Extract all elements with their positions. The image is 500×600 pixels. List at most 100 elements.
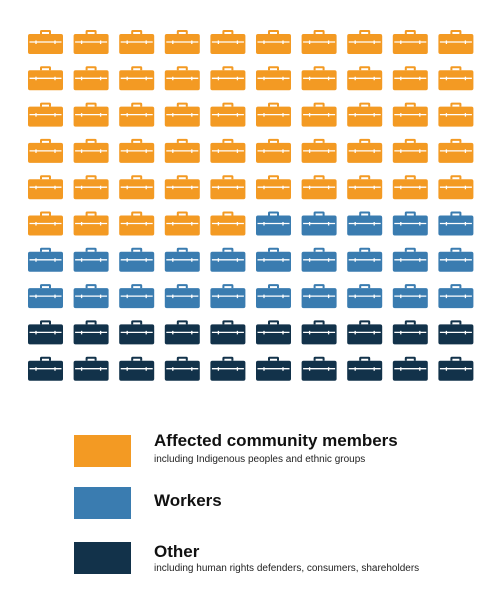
briefcase-icon-affected-community-members	[438, 66, 474, 91]
briefcase-icon-affected-community-members	[347, 138, 383, 163]
briefcase-icon-workers	[392, 211, 428, 236]
legend-label-workers: Workers	[154, 491, 222, 510]
briefcase-icon-workers	[256, 247, 291, 272]
briefcase-icon-affected-community-members	[301, 138, 337, 163]
briefcase-icon-workers	[28, 284, 63, 309]
briefcase-icon-other	[438, 356, 474, 381]
briefcase-icon-affected-community-members	[73, 138, 109, 163]
briefcase-icon-other	[28, 320, 63, 345]
briefcase-icon-other	[28, 356, 63, 381]
briefcase-icon-affected-community-members	[210, 211, 246, 236]
briefcase-icon-affected-community-members	[301, 102, 337, 127]
briefcase-icon-other	[301, 356, 337, 381]
briefcase-icon-affected-community-members	[438, 175, 474, 200]
briefcase-icon-affected-community-members	[210, 138, 246, 163]
legend-swatch-workers	[74, 487, 131, 519]
briefcase-icon-affected-community-members	[256, 138, 291, 163]
briefcase-icon-affected-community-members	[119, 102, 155, 127]
briefcase-icon-affected-community-members	[28, 138, 63, 163]
briefcase-icon-other	[392, 356, 428, 381]
briefcase-icon-affected-community-members	[73, 66, 109, 91]
briefcase-icon-workers	[28, 247, 63, 272]
briefcase-icon-other	[164, 320, 200, 345]
briefcase-icon-other	[119, 356, 155, 381]
briefcase-icon-affected-community-members	[438, 138, 474, 163]
briefcase-icon-workers	[119, 284, 155, 309]
briefcase-icon-other	[164, 356, 200, 381]
briefcase-icon-affected-community-members	[28, 175, 63, 200]
briefcase-icon-workers	[73, 247, 109, 272]
briefcase-icon-affected-community-members	[256, 102, 291, 127]
briefcase-icon-other	[347, 320, 383, 345]
briefcase-icon-affected-community-members	[392, 175, 428, 200]
briefcase-icon-affected-community-members	[256, 30, 291, 54]
briefcase-icon-workers	[392, 284, 428, 309]
briefcase-icon-affected-community-members	[28, 66, 63, 91]
briefcase-icon-workers	[438, 247, 474, 272]
briefcase-icon-other	[73, 356, 109, 381]
briefcase-icon-other	[392, 320, 428, 345]
briefcase-icon-other	[119, 320, 155, 345]
briefcase-icon-workers	[164, 284, 200, 309]
briefcase-icon-affected-community-members	[438, 102, 474, 127]
briefcase-icon-affected-community-members	[73, 30, 109, 54]
legend-sublabel-other: including human rights defenders, consum…	[154, 563, 420, 574]
briefcase-icon-affected-community-members	[164, 102, 200, 127]
briefcase-icon-affected-community-members	[210, 66, 246, 91]
briefcase-icon-other	[438, 320, 474, 345]
briefcase-icon-workers	[301, 247, 337, 272]
briefcase-icon-affected-community-members	[28, 211, 63, 236]
briefcase-icon-affected-community-members	[164, 211, 200, 236]
briefcase-icon-workers	[256, 284, 291, 309]
briefcase-icon-other	[210, 356, 246, 381]
legend-label-affected-community-members: Affected community members	[154, 431, 398, 450]
briefcase-icon-affected-community-members	[301, 30, 337, 54]
briefcase-icon-affected-community-members	[210, 30, 246, 54]
briefcase-icon-affected-community-members	[347, 102, 383, 127]
briefcase-icon-other	[73, 320, 109, 345]
briefcase-icon-affected-community-members	[164, 175, 200, 200]
legend-label-other: Other	[154, 542, 200, 561]
briefcase-icon-affected-community-members	[347, 175, 383, 200]
briefcase-icon-affected-community-members	[119, 66, 155, 91]
briefcase-icon-affected-community-members	[210, 102, 246, 127]
briefcase-icon-affected-community-members	[164, 138, 200, 163]
briefcase-icon-affected-community-members	[301, 66, 337, 91]
briefcase-icon-other	[210, 320, 246, 345]
legend-swatch-affected-community-members	[74, 435, 131, 467]
briefcase-icon-affected-community-members	[164, 30, 200, 54]
briefcase-icon-workers	[256, 211, 291, 236]
briefcase-icon-other	[301, 320, 337, 345]
briefcase-icon-workers	[438, 284, 474, 309]
briefcase-icon-affected-community-members	[392, 30, 428, 54]
briefcase-icon-affected-community-members	[392, 102, 428, 127]
briefcase-icon-workers	[347, 284, 383, 309]
briefcase-icon-grid	[28, 30, 474, 381]
briefcase-icon-affected-community-members	[210, 175, 246, 200]
briefcase-icon-affected-community-members	[438, 30, 474, 54]
briefcase-icon-affected-community-members	[73, 102, 109, 127]
briefcase-icon-workers	[73, 284, 109, 309]
briefcase-icon-workers	[438, 211, 474, 236]
briefcase-icon-affected-community-members	[119, 138, 155, 163]
briefcase-icon-affected-community-members	[28, 30, 63, 54]
briefcase-icon-workers	[347, 211, 383, 236]
briefcase-icon-workers	[210, 247, 246, 272]
legend-sublabel-affected-community-members: including Indigenous peoples and ethnic …	[154, 454, 366, 465]
briefcase-icon-other	[347, 356, 383, 381]
briefcase-icon-affected-community-members	[301, 175, 337, 200]
briefcase-icon-affected-community-members	[119, 30, 155, 54]
briefcase-icon-affected-community-members	[256, 175, 291, 200]
briefcase-icon-other	[256, 320, 291, 345]
briefcase-icon-workers	[392, 247, 428, 272]
briefcase-icon-affected-community-members	[347, 30, 383, 54]
briefcase-icon-affected-community-members	[392, 66, 428, 91]
briefcase-icon-affected-community-members	[73, 175, 109, 200]
briefcase-icon-affected-community-members	[73, 211, 109, 236]
briefcase-icon-workers	[301, 211, 337, 236]
briefcase-icon-workers	[210, 284, 246, 309]
briefcase-icon-workers	[301, 284, 337, 309]
briefcase-icon-affected-community-members	[28, 102, 63, 127]
briefcase-icon-affected-community-members	[119, 211, 155, 236]
briefcase-icon-affected-community-members	[347, 66, 383, 91]
